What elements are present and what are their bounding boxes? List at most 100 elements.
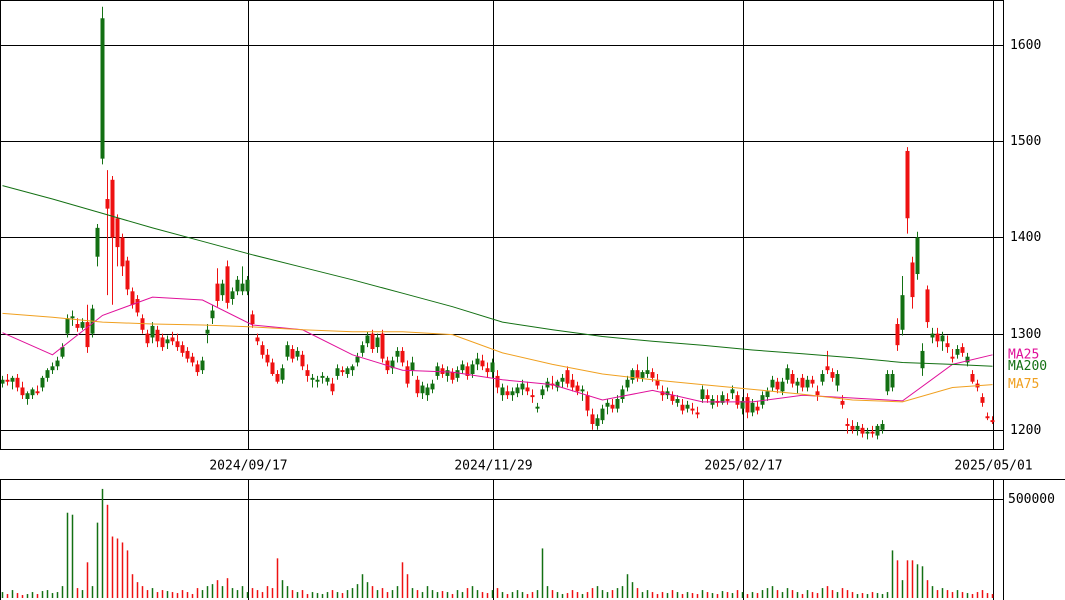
candle-body xyxy=(215,283,220,301)
volume-bar xyxy=(876,593,879,598)
candle-body xyxy=(535,406,540,409)
candle-body xyxy=(255,337,260,342)
volume-bar xyxy=(636,588,639,598)
candle-body xyxy=(500,387,505,396)
volume-bar xyxy=(746,594,749,598)
volume-bar xyxy=(16,593,19,598)
x-tick-label: 2025/02/17 xyxy=(704,459,782,474)
volume-bar xyxy=(726,592,729,598)
volume-bar xyxy=(376,590,379,598)
candle-body xyxy=(575,385,580,392)
candle-body xyxy=(970,374,975,382)
volume-bar xyxy=(401,562,404,598)
candle-body xyxy=(245,279,250,292)
candle-body xyxy=(50,366,55,371)
candle-body xyxy=(375,337,380,348)
volume-bar xyxy=(736,590,739,598)
candle-body xyxy=(200,360,205,371)
volume-bar xyxy=(611,590,614,598)
volume-bar xyxy=(41,591,44,598)
candle-body xyxy=(180,345,185,353)
volume-bar xyxy=(286,586,289,598)
ma-line xyxy=(2,185,993,367)
volume-bar xyxy=(596,586,599,598)
ma-line xyxy=(2,296,993,403)
volume-bar xyxy=(571,590,574,598)
volume-bar xyxy=(706,592,709,598)
candle-body xyxy=(310,377,315,380)
candle-body xyxy=(125,260,130,290)
candle-body xyxy=(485,368,490,373)
volume-bar xyxy=(646,590,649,598)
volume-bar xyxy=(371,586,374,598)
candle-body xyxy=(515,387,520,394)
candle-body xyxy=(470,364,475,375)
candle-body xyxy=(370,333,375,350)
volume-bar xyxy=(326,592,329,598)
legend-label: MA200 xyxy=(1008,359,1047,374)
volume-bar xyxy=(86,562,89,598)
volume-bar xyxy=(851,592,854,598)
volume-bar xyxy=(601,590,604,598)
volume-bar xyxy=(291,590,294,598)
volume-bar xyxy=(391,590,394,598)
candle-body xyxy=(285,345,290,357)
volume-bar xyxy=(821,588,824,598)
volume-bar xyxy=(681,594,684,598)
volume-bar xyxy=(921,566,924,598)
candle-body xyxy=(445,370,450,376)
candle-body xyxy=(345,368,350,375)
candle-body xyxy=(220,283,225,296)
volume-bar xyxy=(191,594,194,598)
volume-bar xyxy=(906,560,909,598)
x-tick-label: 2024/09/17 xyxy=(209,459,287,474)
volume-bar xyxy=(901,580,904,598)
volume-bar xyxy=(731,593,734,598)
volume-bar xyxy=(211,584,214,598)
candle-body xyxy=(425,387,430,396)
volume-bar xyxy=(711,593,714,598)
volume-bar xyxy=(271,588,274,598)
volume-bar xyxy=(856,594,859,598)
candle-body xyxy=(350,366,355,371)
volume-bar xyxy=(556,592,559,598)
candle-body xyxy=(450,372,455,380)
volume-bar xyxy=(151,588,154,598)
candle-body xyxy=(85,322,90,348)
candle-body xyxy=(705,395,710,400)
volume-bar xyxy=(546,586,549,598)
volume-bar xyxy=(936,590,939,598)
candle-body xyxy=(160,337,165,348)
volume-bar xyxy=(576,592,579,598)
candle-body xyxy=(205,329,210,334)
candle-body xyxy=(195,364,200,373)
price-frame xyxy=(0,0,1004,450)
candle-body xyxy=(65,318,70,334)
candle-body xyxy=(915,237,920,275)
candle-body xyxy=(650,372,655,378)
candle-body xyxy=(800,377,805,388)
volume-bar xyxy=(721,591,724,598)
candle-body xyxy=(540,389,545,396)
volume-bar xyxy=(231,588,234,598)
candle-body xyxy=(655,379,660,386)
candle-body xyxy=(315,379,320,382)
volume-bar xyxy=(776,590,779,598)
volume-bar xyxy=(926,580,929,598)
volume-bar xyxy=(561,594,564,598)
candle-body xyxy=(355,356,360,363)
volume-bar xyxy=(136,582,139,598)
candle-body xyxy=(45,370,50,378)
candle-body xyxy=(115,218,120,248)
volume-bar xyxy=(431,590,434,598)
candle-body xyxy=(40,377,45,388)
volume-bar xyxy=(606,592,609,598)
candle-body xyxy=(570,379,575,388)
candle-body xyxy=(70,316,75,319)
candle-body xyxy=(810,379,815,384)
candle-body xyxy=(10,377,15,382)
candle-body xyxy=(735,395,740,405)
